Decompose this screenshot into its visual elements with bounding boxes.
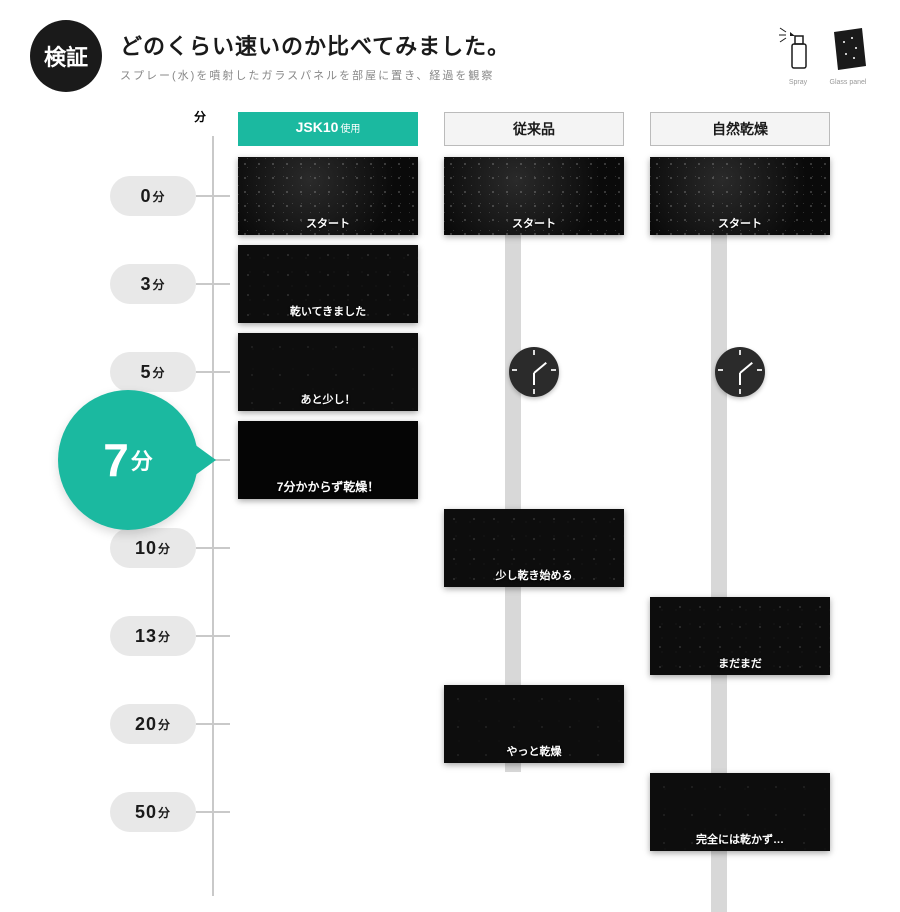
panel-caption: まだまだ — [650, 655, 830, 671]
time-badge-highlight: 7分 — [58, 390, 198, 530]
cell — [444, 245, 624, 323]
glass-panel-photo: 7分かからず乾燥！ — [238, 421, 418, 499]
row-cells: スタート スタート スタート — [238, 157, 880, 235]
timeline-row: 13分まだまだ — [20, 592, 880, 680]
cell: あと少し！ — [238, 333, 418, 411]
cell: スタート — [650, 157, 830, 235]
glass-panel-photo: 完全には乾かず… — [650, 773, 830, 851]
cell — [444, 773, 624, 851]
panel-caption: 完全には乾かず… — [650, 831, 830, 847]
glass-panel-photo: スタート — [650, 157, 830, 235]
row-cells: まだまだ — [238, 597, 880, 675]
glass-panel-label: Glass panel — [826, 79, 870, 86]
panel-caption: 7分かからず乾燥！ — [238, 478, 418, 495]
cell — [444, 597, 624, 675]
time-tick — [196, 811, 230, 813]
cell — [650, 509, 830, 587]
panel-caption: 乾いてきました — [238, 303, 418, 319]
column-suffix: 使用 — [340, 124, 360, 135]
glass-panel-photo: 少し乾き始める — [444, 509, 624, 587]
time-pill: 0分 — [110, 176, 196, 216]
cell: まだまだ — [650, 597, 830, 675]
panel-caption: スタート — [444, 215, 624, 231]
glass-panel-photo: あと少し！ — [238, 333, 418, 411]
glass-panel-photo: まだまだ — [650, 597, 830, 675]
glass-panel-photo: 乾いてきました — [238, 245, 418, 323]
row-cells: あと少し！ — [238, 333, 880, 411]
column-header-conventional: 従来品 — [444, 112, 624, 146]
timeline-row: 7分7分かからず乾燥！ — [20, 416, 880, 504]
panel-caption: 少し乾き始める — [444, 567, 624, 583]
panel-caption: やっと乾燥 — [444, 743, 624, 759]
column-header-natural: 自然乾燥 — [650, 112, 830, 146]
row-cells: 少し乾き始める — [238, 509, 880, 587]
time-tick — [196, 635, 230, 637]
time-pill: 10分 — [110, 528, 196, 568]
time-tick — [196, 371, 230, 373]
cell: 少し乾き始める — [444, 509, 624, 587]
spray-label: Spray — [778, 79, 818, 86]
time-pill: 5分 — [110, 352, 196, 392]
time-tick — [196, 547, 230, 549]
column-label: JSK10 — [296, 119, 339, 135]
glass-panel-icon: Glass panel — [826, 26, 870, 86]
spray-icon: Spray — [778, 26, 818, 86]
cell — [650, 685, 830, 763]
time-tick — [196, 283, 230, 285]
cell — [444, 333, 624, 411]
time-pill: 3分 — [110, 264, 196, 304]
cell — [238, 509, 418, 587]
cell — [650, 421, 830, 499]
time-pill: 13分 — [110, 616, 196, 656]
cell — [238, 685, 418, 763]
row-cells: 完全には乾かず… — [238, 773, 880, 851]
glass-panel-photo: スタート — [238, 157, 418, 235]
column-header-jsk10: JSK10使用 — [238, 112, 418, 146]
panel-caption: スタート — [650, 215, 830, 231]
cell — [238, 597, 418, 675]
row-cells: 7分かからず乾燥！ — [238, 421, 880, 499]
cell — [238, 773, 418, 851]
cell: 7分かからず乾燥！ — [238, 421, 418, 499]
cell — [444, 421, 624, 499]
cell: スタート — [238, 157, 418, 235]
header-text: どのくらい速いのか比べてみました。 スプレー(水)を噴射したガラスパネルを部屋に… — [120, 29, 760, 83]
header-title: どのくらい速いのか比べてみました。 — [120, 29, 760, 61]
clock-icon — [509, 347, 559, 397]
axis-label: 分 — [194, 108, 206, 125]
header-icons: Spray Glass panel — [778, 26, 870, 86]
header-subtitle: スプレー(水)を噴射したガラスパネルを部屋に置き、経過を観察 — [120, 67, 760, 83]
verify-badge: 検証 — [30, 20, 102, 92]
clock-icon — [715, 347, 765, 397]
cell: やっと乾燥 — [444, 685, 624, 763]
header: 検証 どのくらい速いのか比べてみました。 スプレー(水)を噴射したガラスパネルを… — [0, 0, 900, 102]
timeline-row: 0分スタート スタート スタート — [20, 152, 880, 240]
cell: スタート — [444, 157, 624, 235]
glass-panel-photo: やっと乾燥 — [444, 685, 624, 763]
time-tick — [196, 195, 230, 197]
glass-panel-photo: スタート — [444, 157, 624, 235]
time-tick — [196, 723, 230, 725]
timeline-row: 20分やっと乾燥 — [20, 680, 880, 768]
cell: 完全には乾かず… — [650, 773, 830, 851]
column-label: 従来品 — [513, 121, 555, 137]
timeline-row: 3分乾いてきました — [20, 240, 880, 328]
cell — [650, 245, 830, 323]
column-headers: JSK10使用 従来品 自然乾燥 — [238, 112, 880, 146]
cell — [650, 333, 830, 411]
timeline-rows: 0分スタートスタートスタート3分乾いてきました5分あと少し！7分7分かからず乾燥… — [20, 152, 880, 856]
row-cells: やっと乾燥 — [238, 685, 880, 763]
time-pill: 20分 — [110, 704, 196, 744]
time-pill: 50分 — [110, 792, 196, 832]
column-label: 自然乾燥 — [712, 121, 768, 137]
panel-caption: あと少し！ — [238, 391, 418, 407]
timeline: 分 JSK10使用 従来品 自然乾燥 0分スタート スタート スタート 3分乾いてきま… — [0, 102, 900, 856]
panel-caption: スタート — [238, 215, 418, 231]
row-cells: 乾いてきました — [238, 245, 880, 323]
timeline-row: 50分完全には乾かず… — [20, 768, 880, 856]
cell: 乾いてきました — [238, 245, 418, 323]
